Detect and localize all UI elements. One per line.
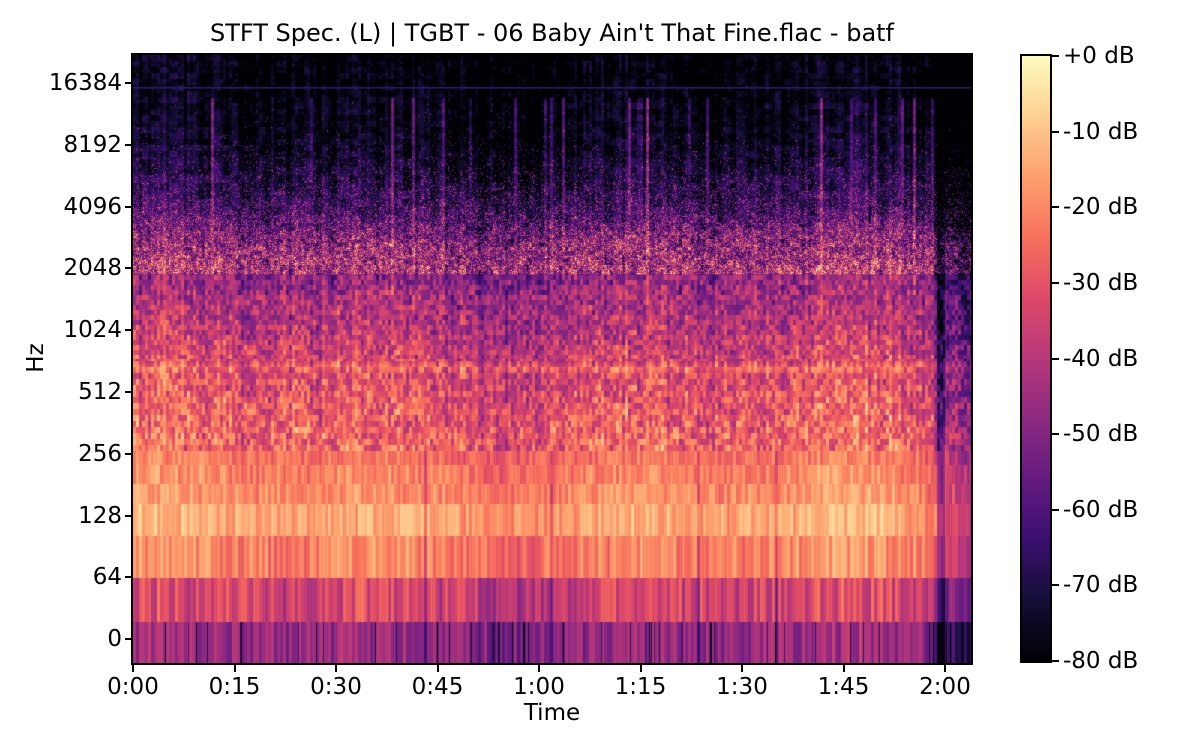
colorbar-tick-mark [1052,660,1059,662]
x-tick-label: 0:00 [107,674,159,700]
colorbar-tick-label: +0 dB [1063,43,1135,69]
x-tick-label: 1:30 [716,674,768,700]
colorbar-tick-mark [1052,55,1059,57]
x-tick-label: 0:15 [208,674,261,700]
y-tick-label: 8192 [63,131,122,158]
colorbar-tick-label: -30 dB [1063,269,1139,296]
y-tick-mark [125,452,132,455]
colorbar-tick-label: -40 dB [1063,345,1139,372]
x-tick-mark [741,665,743,672]
y-tick-label: 64 [92,564,122,591]
colorbar-tick-mark [1052,508,1059,511]
colorbar-tick-mark [1052,357,1059,360]
y-tick-mark [125,205,132,208]
y-tick-mark [125,638,132,641]
x-axis-label: Time [523,700,581,726]
y-tick-label: 256 [78,440,122,467]
colorbar-tick-label: -60 dB [1063,496,1139,523]
x-tick-label: 1:15 [614,674,667,700]
x-tick-mark [335,665,337,672]
colorbar-tick-mark [1052,130,1059,133]
x-tick-label: 0:30 [310,674,362,700]
plot-area [131,53,973,665]
y-tick-label: 1024 [63,317,122,344]
colorbar-tick-mark [1052,281,1059,284]
colorbar-tick-mark [1052,584,1059,587]
y-tick-label: 512 [78,379,122,405]
y-tick-mark [125,267,132,270]
y-tick-label: 0 [107,626,122,653]
y-tick-mark [125,329,132,332]
y-axis-label: Hz [23,343,49,373]
x-tick-mark [944,665,946,672]
x-tick-mark [132,665,134,672]
x-tick-mark [842,665,845,672]
colorbar-tick-mark [1052,206,1059,209]
y-tick-mark [125,82,132,84]
colorbar [1020,54,1052,663]
x-tick-mark [639,665,642,672]
y-tick-label: 4096 [63,193,122,220]
colorbar-tick-label: -50 dB [1063,421,1139,448]
y-tick-mark [125,576,132,579]
spectrogram-heatmap [133,55,971,663]
x-tick-mark [233,665,236,672]
y-tick-mark [125,143,132,146]
colorbar-tick-label: -70 dB [1063,572,1139,599]
colorbar-tick-label: -80 dB [1063,648,1139,674]
y-tick-mark [125,514,132,517]
x-tick-label: 0:45 [411,674,464,700]
colorbar-tick-label: -10 dB [1063,118,1139,145]
y-tick-label: 16384 [48,70,122,96]
y-tick-label: 2048 [63,255,122,282]
colorbar-tick-mark [1052,433,1059,436]
y-tick-label: 128 [78,502,122,529]
x-tick-label: 1:00 [513,674,565,700]
chart-title: STFT Spec. (L) | TGBT - 06 Baby Ain't Th… [209,19,895,47]
y-tick-mark [125,391,132,393]
x-tick-mark [538,665,540,672]
x-tick-label: 1:45 [817,674,870,700]
x-tick-label: 2:00 [919,674,971,700]
colorbar-tick-label: -20 dB [1063,194,1139,221]
x-tick-mark [436,665,439,672]
